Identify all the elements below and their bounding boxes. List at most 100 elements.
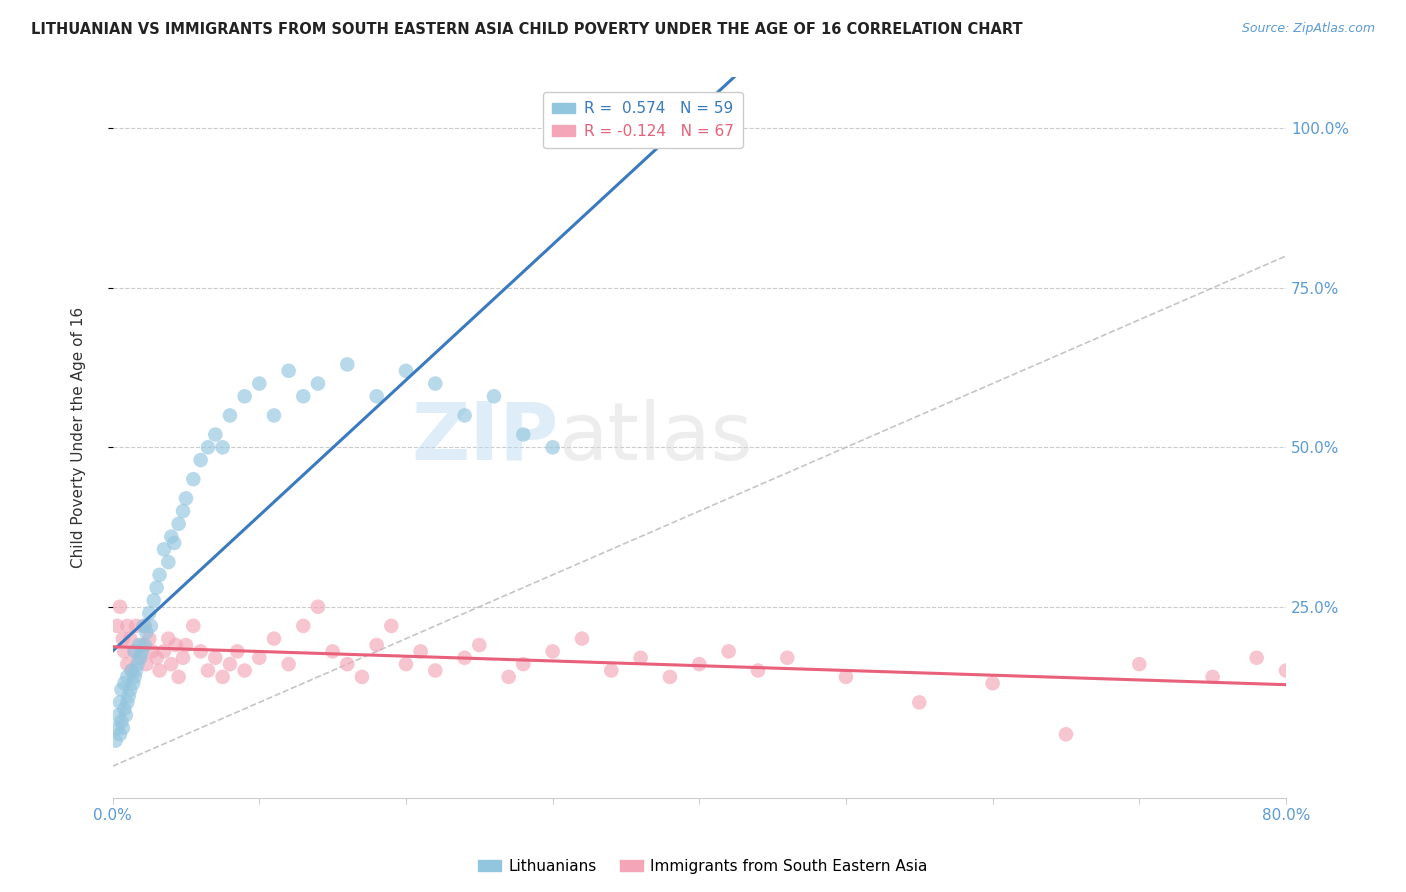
Legend: R =  0.574   N = 59, R = -0.124   N = 67: R = 0.574 N = 59, R = -0.124 N = 67	[543, 92, 742, 148]
Point	[181, 472, 204, 486]
Point	[172, 650, 194, 665]
Point	[482, 389, 505, 403]
Point	[395, 364, 418, 378]
Point	[105, 721, 128, 735]
Point	[128, 638, 150, 652]
Point	[395, 657, 418, 672]
Point	[145, 650, 167, 665]
Point	[776, 650, 799, 665]
Point	[117, 695, 139, 709]
Point	[336, 657, 359, 672]
Point	[747, 664, 769, 678]
Point	[134, 638, 156, 652]
Point	[322, 644, 344, 658]
Point	[138, 632, 160, 646]
Point	[139, 619, 162, 633]
Point	[172, 504, 194, 518]
Point	[409, 644, 432, 658]
Point	[111, 632, 134, 646]
Point	[114, 708, 136, 723]
Point	[197, 664, 219, 678]
Point	[167, 516, 190, 531]
Point	[247, 376, 270, 391]
Point	[835, 670, 858, 684]
Point	[117, 619, 139, 633]
Point	[468, 638, 491, 652]
Point	[128, 650, 150, 665]
Point	[117, 670, 139, 684]
Point	[211, 440, 233, 454]
Point	[174, 491, 197, 506]
Point	[138, 606, 160, 620]
Point	[190, 644, 212, 658]
Point	[125, 619, 148, 633]
Point	[233, 664, 256, 678]
Point	[307, 599, 329, 614]
Point	[110, 714, 132, 729]
Point	[366, 389, 388, 403]
Point	[167, 670, 190, 684]
Point	[659, 670, 682, 684]
Point	[110, 682, 132, 697]
Point	[1275, 664, 1298, 678]
Point	[688, 657, 710, 672]
Point	[512, 657, 534, 672]
Point	[197, 440, 219, 454]
Point	[219, 409, 242, 423]
Point	[108, 695, 131, 709]
Point	[226, 644, 249, 658]
Point	[122, 676, 145, 690]
Point	[129, 650, 152, 665]
Point	[600, 121, 623, 136]
Point	[425, 664, 447, 678]
Point	[204, 427, 226, 442]
Point	[453, 650, 475, 665]
Point	[181, 619, 204, 633]
Point	[132, 619, 155, 633]
Point	[717, 644, 740, 658]
Point	[453, 409, 475, 423]
Point	[541, 644, 564, 658]
Point	[366, 638, 388, 652]
Point	[105, 619, 128, 633]
Point	[120, 682, 142, 697]
Point	[153, 644, 176, 658]
Text: LITHUANIAN VS IMMIGRANTS FROM SOUTH EASTERN ASIA CHILD POVERTY UNDER THE AGE OF : LITHUANIAN VS IMMIGRANTS FROM SOUTH EAST…	[31, 22, 1022, 37]
Point	[277, 657, 299, 672]
Point	[145, 581, 167, 595]
Point	[219, 657, 242, 672]
Point	[908, 695, 931, 709]
Point	[131, 644, 153, 658]
Point	[1128, 657, 1150, 672]
Point	[108, 599, 131, 614]
Point	[190, 453, 212, 467]
Point	[142, 593, 165, 607]
Point	[107, 708, 129, 723]
Point	[121, 664, 143, 678]
Point	[174, 638, 197, 652]
Point	[135, 625, 157, 640]
Point	[131, 638, 153, 652]
Point	[111, 721, 134, 735]
Point	[121, 664, 143, 678]
Point	[263, 632, 285, 646]
Point	[141, 644, 163, 658]
Point	[498, 670, 520, 684]
Point	[163, 536, 186, 550]
Point	[153, 542, 176, 557]
Point	[148, 567, 170, 582]
Point	[247, 650, 270, 665]
Point	[1246, 650, 1268, 665]
Point	[204, 650, 226, 665]
Point	[981, 676, 1004, 690]
Point	[630, 650, 652, 665]
Point	[600, 664, 623, 678]
Point	[124, 644, 146, 658]
Legend: Lithuanians, Immigrants from South Eastern Asia: Lithuanians, Immigrants from South Easte…	[472, 853, 934, 880]
Point	[112, 644, 135, 658]
Point	[233, 389, 256, 403]
Point	[124, 644, 146, 658]
Point	[277, 364, 299, 378]
Point	[112, 676, 135, 690]
Point	[118, 689, 141, 703]
